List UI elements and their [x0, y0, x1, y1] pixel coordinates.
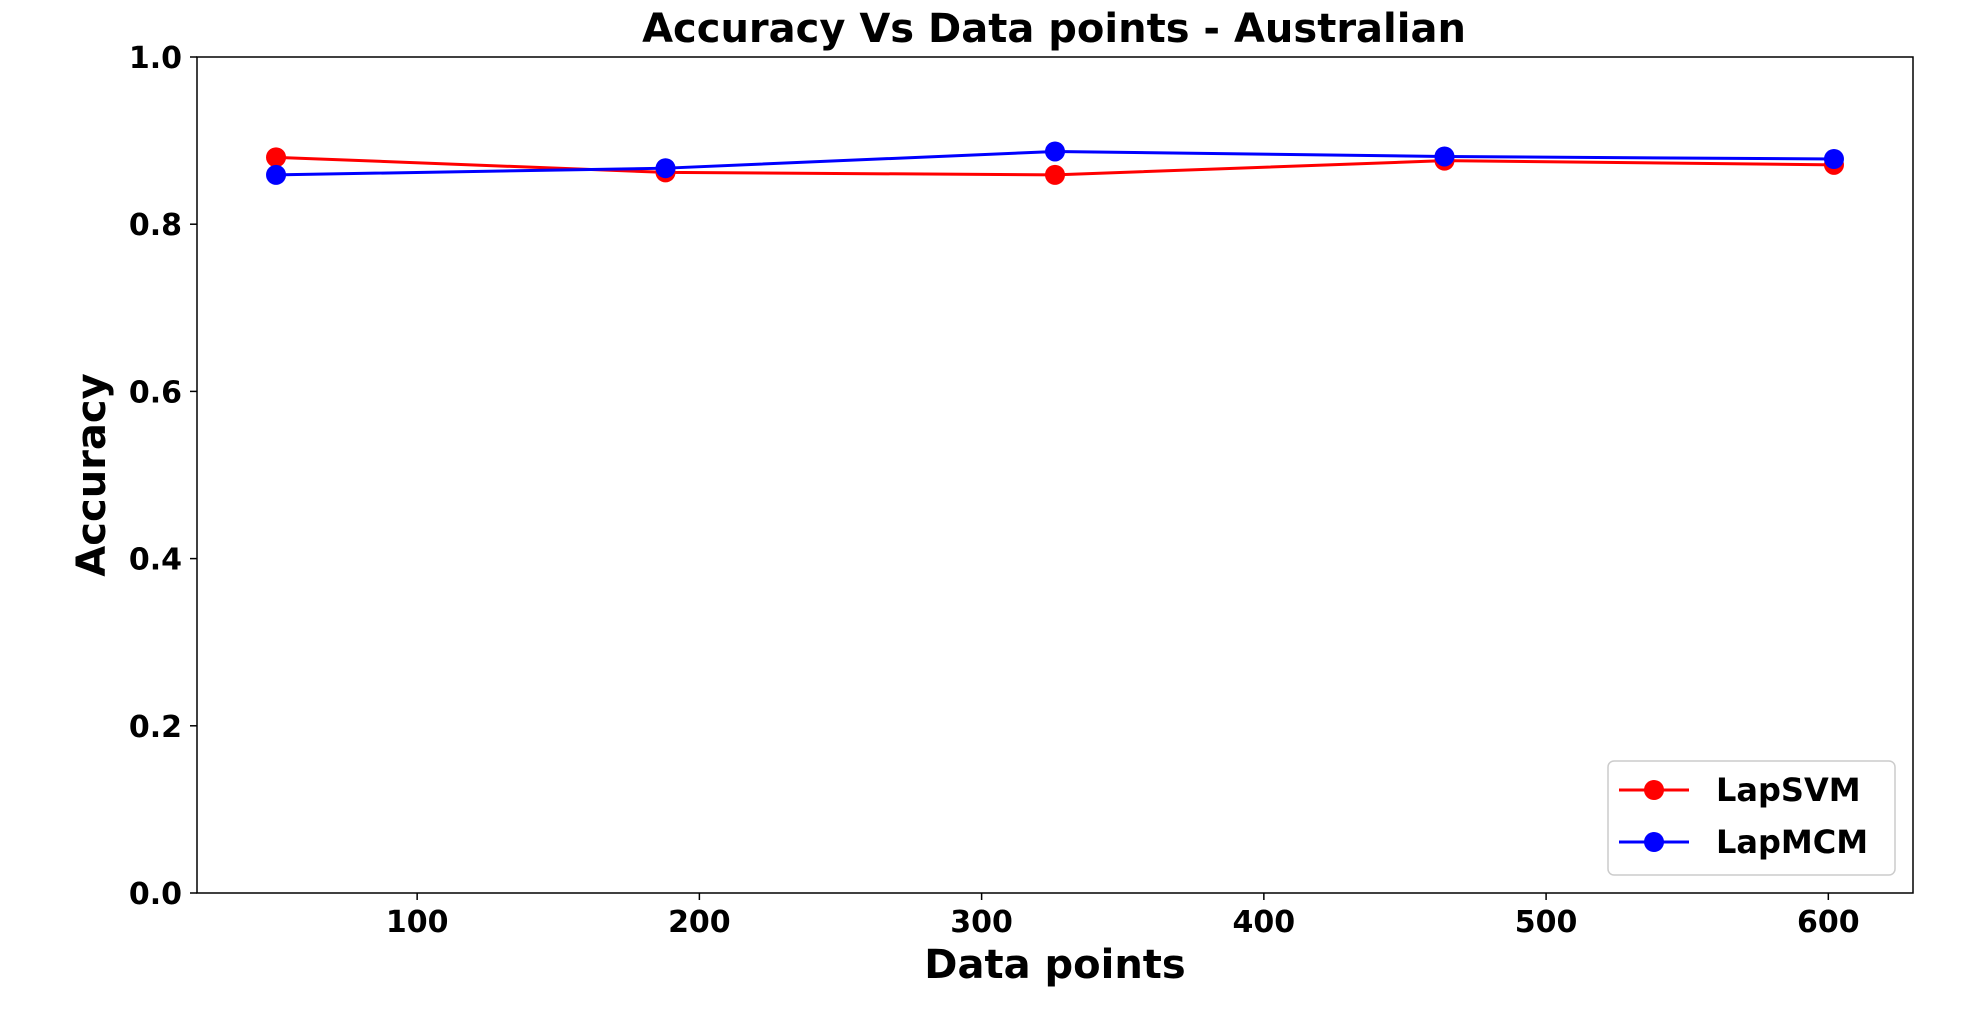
data-point-lapmcm — [1823, 148, 1844, 169]
y-tick-label: 0.4 — [129, 543, 182, 578]
chart-title: Accuracy Vs Data points - Australian — [642, 6, 1466, 52]
x-tick-label: 500 — [1515, 905, 1578, 940]
legend: LapSVM LapMCM — [1607, 760, 1896, 876]
legend-label-lapsvm: LapSVM — [1716, 771, 1861, 809]
legend-marker-lapmcm — [1644, 832, 1664, 852]
x-axis-label: Data points — [924, 942, 1185, 988]
plot-area — [196, 56, 1914, 894]
series-layer — [266, 141, 1844, 185]
data-point-lapsvm — [266, 147, 287, 168]
x-tick-label: 400 — [1233, 905, 1296, 940]
plot-frame — [196, 56, 1914, 894]
y-tick-label: 0.2 — [129, 710, 182, 745]
x-axis-ticks: 100 200 300 400 500 600 — [386, 893, 1860, 940]
y-tick-label: 0.8 — [129, 208, 182, 243]
y-tick-label: 1.0 — [129, 41, 182, 76]
data-point-lapmcm — [655, 158, 676, 179]
legend-marker-lapsvm — [1644, 780, 1664, 800]
y-axis-ticks: 0.0 0.2 0.4 0.6 0.8 1.0 — [129, 41, 197, 912]
data-point-lapmcm — [1434, 146, 1455, 167]
y-axis-label: Accuracy — [69, 373, 115, 576]
x-tick-label: 200 — [668, 905, 731, 940]
data-point-lapmcm — [1045, 141, 1065, 162]
data-point-lapsvm — [1045, 164, 1065, 185]
y-tick-label: 0.0 — [129, 877, 182, 912]
legend-label-lapmcm: LapMCM — [1716, 823, 1868, 861]
x-tick-label: 600 — [1797, 905, 1860, 940]
y-tick-label: 0.6 — [129, 375, 182, 410]
x-tick-label: 100 — [386, 905, 449, 940]
x-tick-label: 300 — [950, 905, 1013, 940]
data-point-lapmcm — [266, 164, 287, 185]
series-lapmcm — [266, 141, 1844, 185]
